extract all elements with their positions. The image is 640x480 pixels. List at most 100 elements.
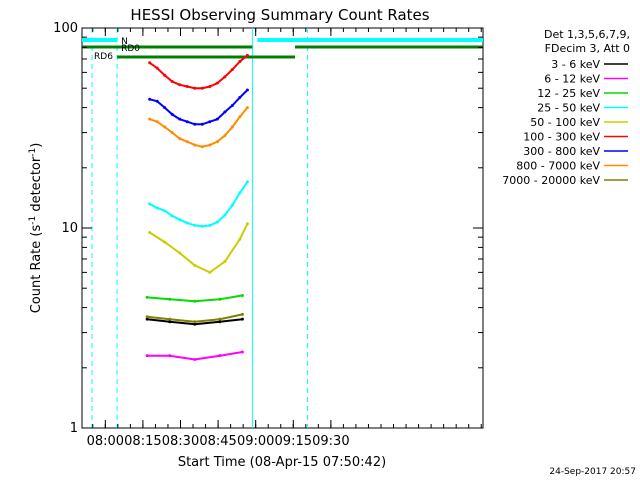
data-point: [155, 120, 159, 124]
data-point: [238, 237, 242, 241]
y-axis-label: Count Rate (s-1 detector-1): [28, 143, 44, 314]
x-axis-label: Start Time (08-Apr-15 07:50:42): [178, 455, 386, 470]
legend-header: FDecim 3, Att 0: [545, 42, 630, 55]
data-point: [218, 354, 222, 358]
legend-label: 50 - 100 keV: [530, 116, 600, 129]
data-point: [245, 88, 249, 92]
data-point: [223, 75, 227, 79]
data-point: [218, 297, 222, 301]
x-tick-label: 09:15: [275, 434, 312, 449]
data-point: [178, 117, 182, 121]
data-point: [230, 125, 234, 129]
data-point: [215, 117, 219, 121]
data-point: [168, 354, 172, 358]
data-point: [238, 115, 242, 119]
data-point: [200, 224, 204, 228]
legend-label: 12 - 25 keV: [537, 87, 600, 100]
data-point: [185, 120, 189, 124]
y-tick-label: 1: [70, 421, 78, 436]
legend-label: 3 - 6 keV: [551, 58, 600, 71]
x-tick-label: 08:45: [199, 434, 236, 449]
annotation-label: N: [121, 37, 128, 47]
legend-label: 100 - 300 keV: [523, 131, 600, 144]
legend-label: 25 - 50 keV: [537, 102, 600, 115]
data-point: [238, 191, 242, 195]
data-point: [145, 354, 149, 358]
y-axis-label-sup: -1: [28, 216, 38, 225]
data-point: [193, 320, 197, 324]
footer-date: 24-Sep-2017 20:57: [549, 467, 636, 477]
data-point: [163, 209, 167, 213]
data-point: [163, 106, 167, 110]
annotation-label: RD0: [121, 44, 140, 54]
data-point: [223, 259, 227, 263]
data-point: [245, 222, 249, 226]
chart-title: HESSI Observing Summary Count Rates: [130, 6, 429, 24]
data-point: [178, 218, 182, 222]
data-point: [163, 125, 167, 129]
x-tick-label: 08:30: [162, 434, 199, 449]
data-point: [155, 206, 159, 210]
legend-label: 800 - 7000 keV: [516, 160, 600, 173]
y-axis-label-sup: -1: [28, 148, 38, 157]
data-point: [148, 230, 152, 234]
data-point: [223, 134, 227, 138]
data-point: [238, 95, 242, 99]
data-point: [185, 221, 189, 225]
y-tick-label: 10: [61, 221, 78, 236]
y-axis-label-part: Count Rate (s: [29, 225, 44, 314]
data-point: [185, 140, 189, 144]
data-point: [200, 122, 204, 126]
data-point: [238, 59, 242, 63]
data-point: [215, 81, 219, 85]
data-point: [155, 99, 159, 103]
data-point: [240, 317, 244, 321]
data-point: [193, 122, 197, 126]
data-point: [163, 240, 167, 244]
data-point: [148, 117, 152, 121]
data-point: [155, 66, 159, 70]
legend-header: Det 1,3,5,6,7,9,: [544, 28, 630, 41]
data-point: [230, 103, 234, 107]
data-point: [178, 137, 182, 141]
data-point: [240, 350, 244, 354]
data-point: [245, 53, 249, 57]
data-point: [185, 84, 189, 88]
data-point: [193, 322, 197, 326]
data-point: [168, 320, 172, 324]
data-point: [218, 317, 222, 321]
legend-label: 7000 - 20000 keV: [502, 174, 600, 187]
data-point: [145, 317, 149, 321]
series-line: [149, 223, 249, 274]
data-point: [230, 203, 234, 207]
data-point: [208, 120, 212, 124]
series-line: [149, 54, 249, 90]
data-point: [218, 320, 222, 324]
data-point: [245, 106, 249, 110]
data-point: [170, 131, 174, 135]
data-point: [240, 293, 244, 297]
series-line: [149, 106, 249, 148]
data-point: [208, 270, 212, 274]
data-point: [193, 86, 197, 90]
data-point: [168, 317, 172, 321]
data-point: [193, 358, 197, 362]
annotation-label: RD6: [94, 52, 113, 62]
data-point: [208, 84, 212, 88]
data-point: [178, 251, 182, 255]
data-point: [240, 312, 244, 316]
legend-label: 300 - 800 keV: [523, 145, 600, 158]
x-tick-label: 09:00: [237, 434, 274, 449]
data-point: [208, 223, 212, 227]
data-point: [208, 143, 212, 147]
data-point: [245, 180, 249, 184]
plot-frame: [81, 27, 484, 429]
legend-label: 6 - 12 keV: [544, 73, 600, 86]
data-point: [193, 143, 197, 147]
series-line: [149, 89, 249, 126]
x-tick-label: 08:00: [87, 434, 124, 449]
data-point: [168, 297, 172, 301]
y-axis-label-part: detector: [29, 156, 44, 216]
data-point: [230, 68, 234, 72]
